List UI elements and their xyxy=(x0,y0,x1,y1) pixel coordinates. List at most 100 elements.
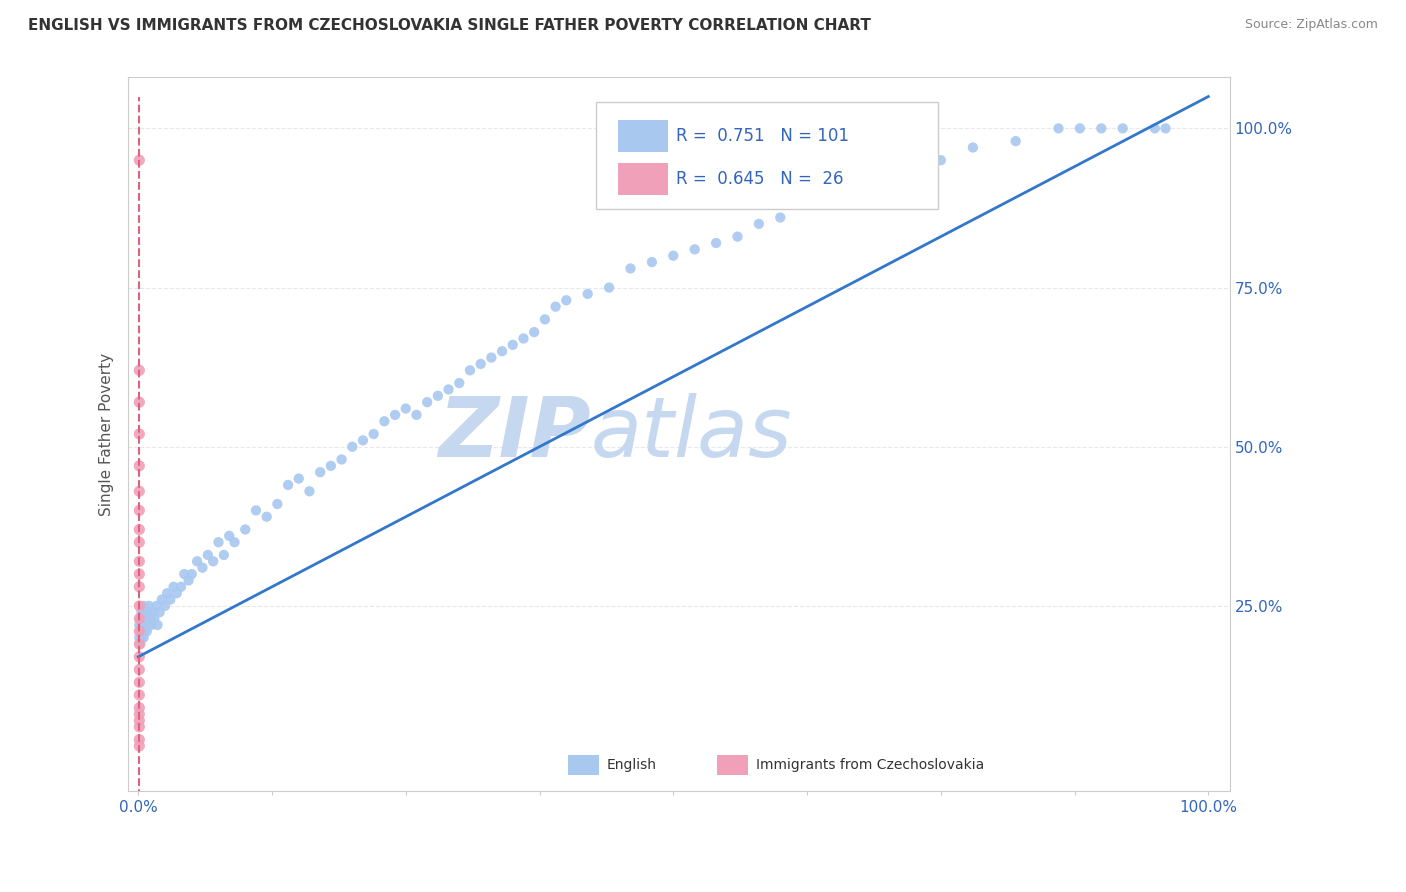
Point xyxy=(212,548,235,562)
Point xyxy=(128,153,150,168)
Point xyxy=(131,618,153,632)
Point xyxy=(1004,134,1026,148)
Text: Immigrants from Czechoslovakia: Immigrants from Czechoslovakia xyxy=(756,758,984,772)
Point xyxy=(962,140,984,154)
Point xyxy=(128,631,150,645)
Point xyxy=(135,618,157,632)
Point xyxy=(342,440,364,454)
Text: atlas: atlas xyxy=(591,393,792,475)
Point xyxy=(1154,121,1177,136)
Point xyxy=(129,612,152,626)
Point xyxy=(224,535,246,549)
FancyBboxPatch shape xyxy=(619,120,668,153)
Point xyxy=(177,574,200,588)
Point xyxy=(266,497,288,511)
Point xyxy=(309,465,332,479)
Point xyxy=(641,255,664,269)
Point xyxy=(128,649,150,664)
Point xyxy=(128,554,150,568)
Point xyxy=(416,395,439,409)
Point xyxy=(128,612,150,626)
Point xyxy=(159,592,181,607)
Point xyxy=(143,612,166,626)
Point xyxy=(128,663,150,677)
Point xyxy=(555,293,578,308)
Point xyxy=(136,605,159,619)
Text: R =  0.751   N = 101: R = 0.751 N = 101 xyxy=(676,127,849,145)
Point xyxy=(319,458,342,473)
Point xyxy=(534,312,557,326)
Point xyxy=(491,344,513,359)
Point xyxy=(128,535,150,549)
Point xyxy=(128,484,150,499)
Point xyxy=(576,287,599,301)
Point xyxy=(202,554,225,568)
Point xyxy=(135,612,157,626)
Point xyxy=(458,363,481,377)
Point xyxy=(197,548,219,562)
FancyBboxPatch shape xyxy=(717,755,748,775)
Point xyxy=(373,414,395,428)
Point xyxy=(748,217,770,231)
Point xyxy=(544,300,567,314)
Point xyxy=(207,535,229,549)
Point xyxy=(150,592,173,607)
Point xyxy=(128,363,150,377)
Point xyxy=(135,624,157,639)
Point xyxy=(769,211,792,225)
Point xyxy=(135,605,157,619)
Point xyxy=(128,739,150,753)
Point xyxy=(479,351,502,365)
Point xyxy=(449,376,471,390)
FancyBboxPatch shape xyxy=(619,163,668,195)
Point xyxy=(128,700,150,714)
Point xyxy=(128,567,150,582)
Point xyxy=(138,618,160,632)
Point xyxy=(128,395,150,409)
Point xyxy=(128,458,150,473)
Point xyxy=(523,325,546,339)
Point xyxy=(138,599,160,613)
Point xyxy=(1047,121,1070,136)
Point xyxy=(162,580,184,594)
Point xyxy=(141,605,163,619)
Point xyxy=(131,624,153,639)
Point xyxy=(139,618,162,632)
Point xyxy=(704,235,727,250)
Point xyxy=(153,599,176,613)
Point xyxy=(131,605,153,619)
Point xyxy=(662,249,685,263)
Point xyxy=(1112,121,1135,136)
Text: English: English xyxy=(607,758,657,772)
Point xyxy=(1090,121,1112,136)
Point xyxy=(727,229,749,244)
Y-axis label: Single Father Poverty: Single Father Poverty xyxy=(100,352,114,516)
Point xyxy=(128,580,150,594)
Point xyxy=(470,357,492,371)
Point xyxy=(1069,121,1091,136)
Point xyxy=(855,185,877,199)
Point xyxy=(128,618,150,632)
Text: ZIP: ZIP xyxy=(437,393,591,475)
Point xyxy=(131,612,153,626)
Point xyxy=(619,261,641,276)
Point xyxy=(277,478,299,492)
FancyBboxPatch shape xyxy=(596,103,938,210)
Point xyxy=(132,631,155,645)
Point xyxy=(512,331,534,345)
Point xyxy=(132,618,155,632)
Point xyxy=(156,586,179,600)
Point xyxy=(128,675,150,690)
Point xyxy=(128,624,150,639)
Point xyxy=(245,503,267,517)
Point xyxy=(330,452,353,467)
Point xyxy=(131,631,153,645)
Point xyxy=(128,714,150,728)
Point xyxy=(363,427,385,442)
Point xyxy=(128,427,150,442)
Point xyxy=(128,707,150,722)
Point xyxy=(218,529,240,543)
Point xyxy=(128,503,150,517)
Point xyxy=(128,599,150,613)
Point xyxy=(180,567,202,582)
